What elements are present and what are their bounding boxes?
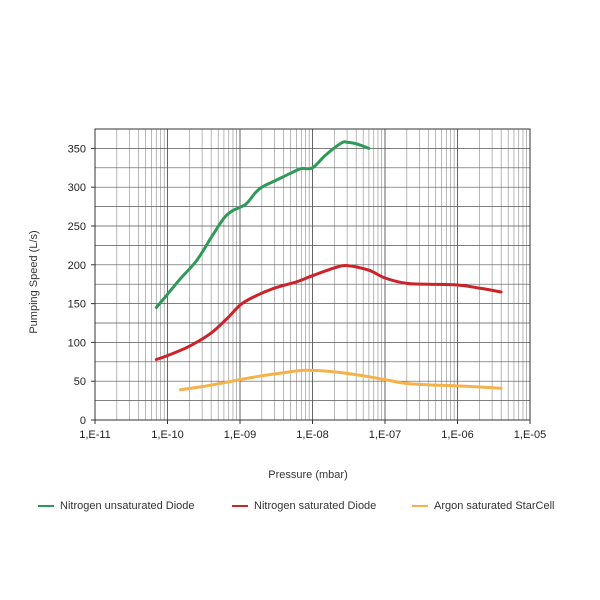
y-axis-title: Pumping Speed (L/s) bbox=[28, 230, 40, 333]
y-tick-label: 150 bbox=[68, 299, 86, 311]
series-layer bbox=[154, 140, 503, 392]
y-tick-label: 200 bbox=[68, 260, 86, 272]
legend-item-nitrogen-saturated-diode: Nitrogen saturated Diode bbox=[232, 500, 376, 512]
y-tick-label: 250 bbox=[68, 221, 86, 233]
x-tick-label: 1,E-09 bbox=[224, 429, 256, 441]
legend-item-nitrogen-unsaturated-diode: Nitrogen unsaturated Diode bbox=[38, 500, 195, 512]
y-tick-label: 50 bbox=[74, 376, 86, 388]
series-line-nitrogen-unsaturated-diode bbox=[154, 140, 371, 309]
chart-legend: Nitrogen unsaturated Diode Nitrogen satur… bbox=[0, 500, 600, 520]
legend-label: Nitrogen unsaturated Diode bbox=[60, 500, 195, 512]
x-tick-label: 1,E-11 bbox=[79, 429, 111, 441]
legend-swatch bbox=[232, 505, 248, 507]
y-tick-label: 350 bbox=[68, 143, 86, 155]
y-tick-label: 100 bbox=[68, 337, 86, 349]
legend-label: Argon saturated StarCell bbox=[434, 500, 555, 512]
x-tick-label: 1,E-06 bbox=[441, 429, 473, 441]
y-tick-label: 0 bbox=[80, 415, 86, 427]
tick-labels: 1,E-11 1,E-10 1,E-09 1,E-08 1,E-07 1,E-06 1,E-… bbox=[68, 143, 547, 441]
y-tick-label: 300 bbox=[68, 182, 86, 194]
legend-label: Nitrogen saturated Diode bbox=[254, 500, 377, 512]
legend-item-argon-saturated-starcell: Argon saturated StarCell bbox=[412, 500, 554, 512]
series-line-nitrogen-saturated-diode bbox=[154, 264, 503, 361]
x-tick-label: 1,E-05 bbox=[514, 429, 546, 441]
x-axis-title: Pressure (mbar) bbox=[268, 469, 347, 481]
x-tick-label: 1,E-08 bbox=[296, 429, 328, 441]
legend-swatch bbox=[412, 505, 428, 507]
series-line-argon-saturated-starcell bbox=[178, 368, 503, 392]
x-tick-label: 1,E-10 bbox=[151, 429, 183, 441]
x-tick-label: 1,E-07 bbox=[369, 429, 401, 441]
legend-swatch bbox=[38, 505, 54, 507]
